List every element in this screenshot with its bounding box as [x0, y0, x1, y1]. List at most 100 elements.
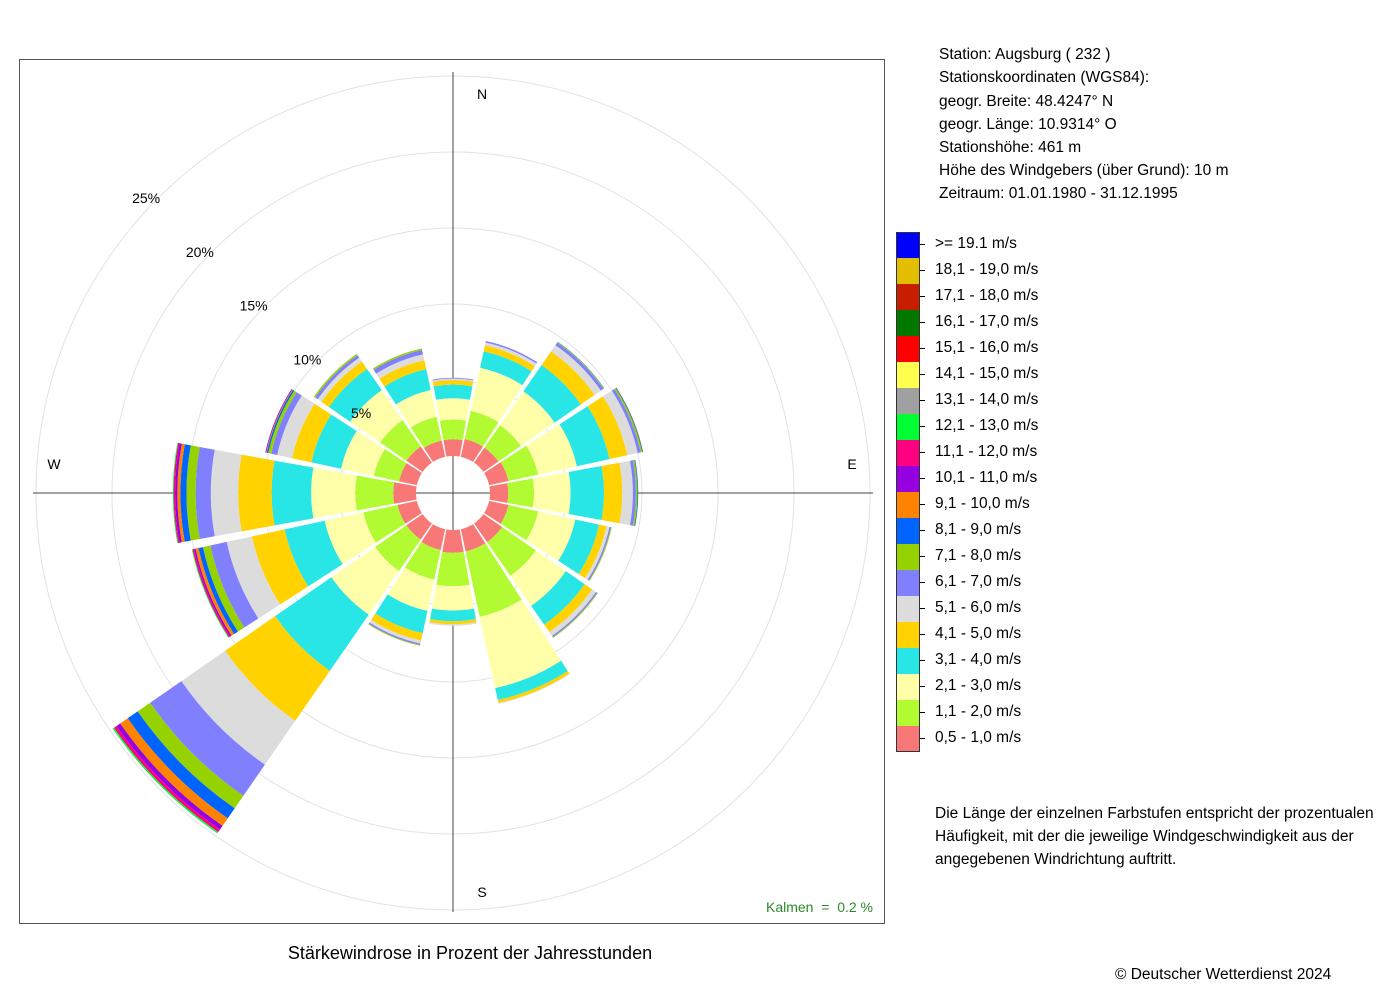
legend-tick: [920, 452, 925, 453]
wedge-SE-class-6: [549, 589, 596, 636]
legend-swatch: [896, 310, 920, 336]
wedge-SW-class-11: [116, 723, 223, 830]
wedge-N-class-7: [432, 377, 474, 381]
wedge-W-class-13: [172, 442, 179, 544]
wedge-SW-class-2: [375, 525, 421, 571]
legend-swatch: [896, 232, 920, 258]
note-line-1: Die Länge der einzelnen Farbstufen entsp…: [935, 805, 1374, 822]
legend-swatch: [896, 518, 920, 544]
wedge-NE-class-5: [541, 351, 595, 405]
wedge-NE-class-6: [551, 345, 601, 395]
wedge-W-class-11: [175, 443, 182, 543]
legend-tick: [920, 556, 925, 557]
legend-label: 15,1 - 16,0 m/s: [935, 339, 1039, 356]
wedge-WSW-class-4: [284, 520, 343, 587]
legend-swatch: [896, 648, 920, 674]
wedge-N-class-5: [432, 380, 474, 387]
compass-label-W: W: [47, 456, 61, 472]
station-longitude: geogr. Länge: 10.9314° O: [939, 116, 1117, 133]
wedge-S-class-1: [442, 529, 464, 553]
wedge-NNE-class-7: [485, 340, 538, 364]
wedge-ESE-class-7: [587, 526, 611, 581]
wedge-S-class-5: [429, 619, 477, 625]
wedge-N-class-3: [436, 398, 470, 421]
wedge-NW-class-2: [380, 420, 421, 461]
wedge-E-class-2: [507, 478, 535, 508]
wedge-SE-class-1: [474, 514, 503, 543]
wedge-NNE-class-4: [480, 351, 532, 386]
legend-swatch: [896, 284, 920, 310]
note-line-2: Häufigkeit, mit der die jeweilige Windge…: [935, 828, 1354, 845]
time-period: Zeitraum: 01.01.1980 - 31.12.1995: [939, 185, 1178, 202]
note-line-3: angegebenen Windrichtung auftritt.: [935, 851, 1177, 868]
wedge-E-class-3: [532, 471, 571, 515]
legend-label: 12,1 - 13,0 m/s: [935, 417, 1039, 434]
station-coordinates-heading: Stationskoordinaten (WGS84):: [939, 69, 1150, 86]
wedge-NE-class-4: [523, 365, 581, 423]
compass-label-N: N: [477, 86, 487, 102]
wedge-SW-class-9: [127, 711, 235, 819]
wind-rose-chart: 5% 10% 15% 20% 25% N E S W: [33, 72, 873, 912]
wedge-W-class-4: [271, 460, 314, 526]
wedge-WSW-class-7: [210, 541, 259, 628]
wedge-SSE-class-1: [460, 524, 486, 552]
wedge-N-class-4: [433, 384, 473, 400]
wedge-WSW-class-10: [195, 548, 235, 636]
legend-swatch: [896, 388, 920, 414]
wedge-SW-class-10: [120, 718, 228, 826]
wedge-NNE-class-6: [484, 342, 537, 367]
wedge-WNW-class-8: [268, 390, 297, 454]
chart-title: Stärkewindrose in Prozent der Jahresstun…: [287, 943, 653, 963]
legend-tick: [920, 686, 925, 687]
station-name: Station: Augsburg ( 232 ): [939, 46, 1111, 63]
wedge-SW-class-4: [275, 577, 369, 671]
wedge-ESE-class-6: [585, 526, 610, 580]
wedge-SSE-class-3: [479, 599, 562, 689]
legend-swatch: [896, 466, 920, 492]
wedge-NW-class-8: [313, 353, 358, 398]
wedge-ESE-class-3: [526, 511, 576, 561]
wedge-ENE-class-3: [526, 424, 577, 475]
legend-swatch: [896, 570, 920, 596]
compass-label-S: S: [477, 884, 486, 900]
wedge-WSW-class-9: [198, 547, 238, 635]
wedge-W-class-9: [180, 444, 191, 542]
wedge-NE-class-1: [474, 447, 499, 472]
wedge-WSW-class-8: [202, 545, 245, 632]
wedge-WNW-class-6: [277, 395, 315, 459]
wedge-ENE-class-8: [614, 388, 643, 453]
wedge-NNW-class-6: [376, 354, 425, 379]
rose-group: 5% 10% 15% 20% 25%: [33, 72, 873, 912]
wedge-ENE-class-4: [559, 406, 610, 467]
wedge-NE-class-3: [500, 391, 555, 446]
legend-swatch: [896, 622, 920, 648]
legend-tick: [920, 400, 925, 401]
legend-label: 10,1 - 11,0 m/s: [935, 469, 1038, 486]
wedge-SSW-class-5: [371, 613, 423, 641]
wedge-SE-class-3: [510, 550, 566, 606]
wedge-E-class-8: [632, 460, 638, 526]
wedge-SE-class-2: [487, 527, 536, 576]
legend-label: 16,1 - 17,0 m/s: [935, 313, 1039, 330]
legend-label: 13,1 - 14,0 m/s: [935, 391, 1039, 408]
wedge-NW-class-3: [350, 390, 403, 443]
wedge-SW-class-3: [331, 546, 400, 615]
legend-label: 8,1 - 9,0 m/s: [935, 521, 1022, 538]
legend-label: 2,1 - 3,0 m/s: [935, 677, 1022, 694]
radial-label-20: 20%: [186, 244, 214, 260]
legend-tick: [920, 374, 925, 375]
wedge-SSW-class-1: [421, 524, 446, 550]
anemometer-height: Höhe des Windgebers (über Grund): 10 m: [939, 162, 1229, 179]
wedge-ENE-class-7: [611, 388, 641, 454]
wedge-NW-class-6: [317, 357, 362, 402]
legend-tick: [920, 504, 925, 505]
wedge-SSW-class-2: [404, 541, 441, 580]
wedge-WNW-class-9: [266, 389, 295, 454]
wedge-E-class-1: [489, 483, 509, 503]
legend-tick: [920, 634, 925, 635]
wedge-NNE-class-1: [460, 439, 483, 462]
legend-swatch: [896, 336, 920, 362]
station-latitude: geogr. Breite: 48.4247° N: [939, 93, 1114, 110]
legend-swatch: [896, 492, 920, 518]
wedge-ENE-class-6: [602, 390, 638, 456]
